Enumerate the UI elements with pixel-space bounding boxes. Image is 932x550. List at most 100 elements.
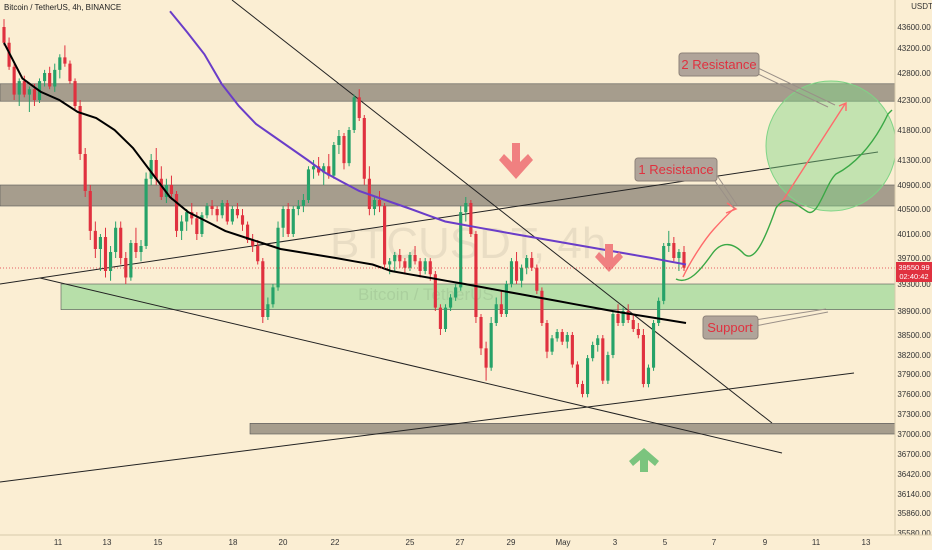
candle[interactable] <box>185 209 189 231</box>
candle[interactable] <box>266 297 270 321</box>
trendline-descending-upper[interactable] <box>231 0 773 424</box>
candle[interactable] <box>489 317 493 371</box>
candle[interactable] <box>306 166 311 203</box>
candle[interactable] <box>225 200 229 225</box>
candle[interactable] <box>261 258 265 323</box>
candle[interactable] <box>108 246 113 281</box>
candle[interactable] <box>535 264 539 295</box>
candle[interactable] <box>220 200 224 219</box>
candle[interactable] <box>93 221 97 259</box>
time-axis[interactable]: 11 13 15 18 20 22 25 27 29 May 3 5 7 9 11 13 <box>0 534 932 550</box>
candle[interactable] <box>677 249 681 271</box>
candle[interactable] <box>383 203 387 268</box>
candle[interactable] <box>159 166 163 200</box>
candle[interactable] <box>246 221 250 244</box>
candle[interactable] <box>144 172 148 250</box>
candle[interactable] <box>347 127 351 167</box>
candle[interactable] <box>17 78 21 106</box>
zone-0[interactable] <box>0 83 896 102</box>
candle[interactable] <box>616 304 620 326</box>
zone-3[interactable] <box>249 423 896 435</box>
candle[interactable] <box>337 130 341 154</box>
candle[interactable] <box>586 355 590 398</box>
candle[interactable] <box>332 142 336 179</box>
candle[interactable] <box>651 320 656 371</box>
candle[interactable] <box>393 252 397 271</box>
candle[interactable] <box>464 197 468 222</box>
candle[interactable] <box>474 230 478 323</box>
candle[interactable] <box>545 320 549 359</box>
candle[interactable] <box>301 194 305 213</box>
candle[interactable] <box>63 45 67 67</box>
candle[interactable] <box>575 361 580 388</box>
candle[interactable] <box>240 209 245 231</box>
candle[interactable] <box>174 191 179 237</box>
candle[interactable] <box>591 341 595 362</box>
candle[interactable] <box>459 206 463 291</box>
candle[interactable] <box>372 197 377 216</box>
candle[interactable] <box>12 63 16 100</box>
candle[interactable] <box>58 54 62 79</box>
candle[interactable] <box>621 307 625 326</box>
trendline-ascending-support[interactable] <box>0 372 855 483</box>
candle[interactable] <box>560 329 564 345</box>
candle[interactable] <box>509 258 514 288</box>
candle[interactable] <box>631 314 635 332</box>
candle[interactable] <box>667 230 671 252</box>
candle[interactable] <box>550 335 554 355</box>
candle[interactable] <box>657 297 661 327</box>
candle[interactable] <box>149 154 153 185</box>
candle[interactable] <box>43 69 47 87</box>
candle[interactable] <box>479 314 483 355</box>
candle[interactable] <box>119 221 123 265</box>
projection-path-green[interactable] <box>675 109 893 282</box>
candle[interactable] <box>540 287 544 326</box>
candle[interactable] <box>230 206 234 225</box>
candle[interactable] <box>454 284 458 301</box>
candle[interactable] <box>98 234 102 271</box>
candle[interactable] <box>398 249 402 268</box>
callout-support[interactable]: Support <box>702 308 829 340</box>
candle[interactable] <box>494 297 498 327</box>
candle[interactable] <box>53 63 57 92</box>
candle[interactable] <box>322 163 326 185</box>
candle[interactable] <box>423 258 427 275</box>
candle[interactable] <box>276 221 280 291</box>
candle[interactable] <box>682 246 686 271</box>
candle[interactable] <box>169 175 174 200</box>
candle[interactable] <box>641 329 645 388</box>
candle[interactable] <box>438 304 442 335</box>
candle[interactable] <box>317 157 321 176</box>
candle[interactable] <box>205 203 209 219</box>
candle[interactable] <box>606 351 610 384</box>
candle[interactable] <box>408 252 412 271</box>
candle[interactable] <box>433 271 437 311</box>
candle[interactable] <box>73 78 77 109</box>
trendline-descending-lower[interactable] <box>39 277 783 454</box>
projection-path-red-2[interactable] <box>779 103 846 206</box>
candle[interactable] <box>646 364 651 388</box>
candle[interactable] <box>362 115 366 185</box>
candle[interactable] <box>271 284 275 308</box>
candle[interactable] <box>570 332 574 368</box>
candle[interactable] <box>291 206 295 237</box>
candle[interactable] <box>504 280 508 317</box>
candle[interactable] <box>520 264 524 288</box>
candle[interactable] <box>114 221 118 259</box>
candle[interactable] <box>352 94 356 133</box>
candle[interactable] <box>342 133 346 170</box>
candle[interactable] <box>129 240 133 281</box>
candle[interactable] <box>377 191 382 213</box>
callout-resistance-2[interactable]: 2 Resistance <box>678 52 836 108</box>
moving-average-slow[interactable] <box>169 10 687 266</box>
callout-resistance-1[interactable]: 1 Resistance <box>634 157 738 209</box>
candle[interactable] <box>235 203 240 219</box>
candle[interactable] <box>413 246 417 265</box>
candle[interactable] <box>555 329 559 342</box>
zone-2[interactable] <box>60 283 896 310</box>
candle[interactable] <box>296 200 300 216</box>
trendline-ascending-resistance[interactable] <box>0 151 879 285</box>
candle[interactable] <box>662 243 666 305</box>
candle[interactable] <box>672 237 676 262</box>
